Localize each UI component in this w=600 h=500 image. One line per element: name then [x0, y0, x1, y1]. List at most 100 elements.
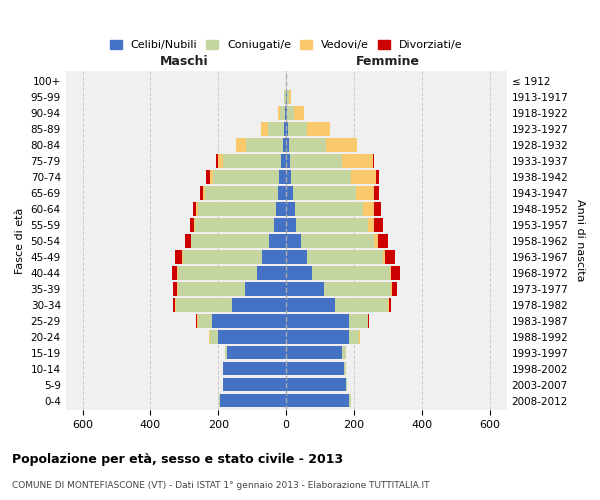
Bar	[203, 186, 205, 200]
Bar	[286, 250, 307, 264]
Bar	[296, 218, 368, 232]
Bar	[388, 298, 389, 312]
Bar	[175, 298, 176, 312]
Bar	[362, 202, 374, 215]
Bar	[190, 218, 194, 232]
Bar	[198, 314, 212, 328]
Bar	[198, 202, 276, 215]
Bar	[378, 234, 388, 247]
Bar	[323, 282, 391, 296]
Bar	[383, 250, 385, 264]
Bar	[209, 330, 210, 344]
Bar	[227, 346, 286, 360]
Bar	[213, 170, 280, 183]
Bar	[376, 170, 379, 183]
Bar	[374, 202, 381, 215]
Bar	[178, 282, 245, 296]
Bar	[391, 266, 400, 280]
Bar	[232, 298, 286, 312]
Bar	[326, 138, 357, 151]
Bar	[261, 122, 268, 136]
Bar	[177, 266, 178, 280]
Bar	[286, 282, 323, 296]
Bar	[212, 314, 286, 328]
Bar	[286, 346, 342, 360]
Bar	[291, 170, 350, 183]
Bar	[360, 330, 361, 344]
Bar	[342, 346, 346, 360]
Bar	[286, 330, 349, 344]
Bar	[286, 106, 287, 120]
Bar	[220, 394, 286, 407]
Bar	[286, 218, 296, 232]
Bar	[218, 330, 286, 344]
Bar	[246, 138, 283, 151]
Bar	[185, 234, 191, 247]
Bar	[286, 186, 293, 200]
Bar	[175, 250, 182, 264]
Bar	[350, 170, 376, 183]
Bar	[286, 298, 335, 312]
Bar	[182, 250, 183, 264]
Bar	[286, 378, 346, 392]
Bar	[285, 106, 286, 120]
Bar	[268, 122, 284, 136]
Bar	[373, 154, 374, 168]
Bar	[356, 186, 374, 200]
Bar	[280, 170, 286, 183]
Bar	[389, 298, 391, 312]
Bar	[287, 90, 289, 104]
Bar	[374, 234, 378, 247]
Bar	[218, 154, 223, 168]
Bar	[236, 138, 246, 151]
Bar	[389, 266, 391, 280]
Bar	[283, 138, 286, 151]
Bar	[335, 298, 388, 312]
Bar	[200, 186, 203, 200]
Bar	[278, 186, 286, 200]
Bar	[223, 362, 286, 376]
Bar	[289, 138, 326, 151]
Bar	[286, 122, 288, 136]
Bar	[287, 106, 294, 120]
Bar	[215, 154, 218, 168]
Text: Femmine: Femmine	[356, 55, 420, 68]
Bar	[349, 314, 368, 328]
Bar	[172, 266, 177, 280]
Bar	[178, 266, 257, 280]
Bar	[286, 314, 349, 328]
Bar	[374, 218, 383, 232]
Bar	[223, 378, 286, 392]
Bar	[177, 282, 178, 296]
Bar	[176, 298, 232, 312]
Bar	[173, 298, 175, 312]
Bar	[349, 394, 350, 407]
Bar	[206, 170, 210, 183]
Bar	[307, 122, 331, 136]
Bar	[281, 154, 286, 168]
Y-axis label: Fasce di età: Fasce di età	[15, 208, 25, 274]
Bar	[357, 138, 358, 151]
Bar	[193, 202, 196, 215]
Bar	[269, 234, 286, 247]
Bar	[276, 202, 286, 215]
Bar	[307, 250, 383, 264]
Bar	[262, 250, 286, 264]
Bar	[368, 314, 370, 328]
Bar	[278, 106, 280, 120]
Bar	[290, 154, 342, 168]
Bar	[286, 154, 290, 168]
Bar	[293, 186, 356, 200]
Bar	[274, 218, 286, 232]
Bar	[311, 266, 389, 280]
Bar	[294, 106, 304, 120]
Bar	[210, 170, 213, 183]
Bar	[286, 362, 344, 376]
Bar	[286, 90, 287, 104]
Bar	[245, 282, 286, 296]
Bar	[183, 250, 262, 264]
Bar	[286, 202, 295, 215]
Bar	[346, 378, 347, 392]
Bar	[286, 138, 289, 151]
Y-axis label: Anni di nascita: Anni di nascita	[575, 200, 585, 282]
